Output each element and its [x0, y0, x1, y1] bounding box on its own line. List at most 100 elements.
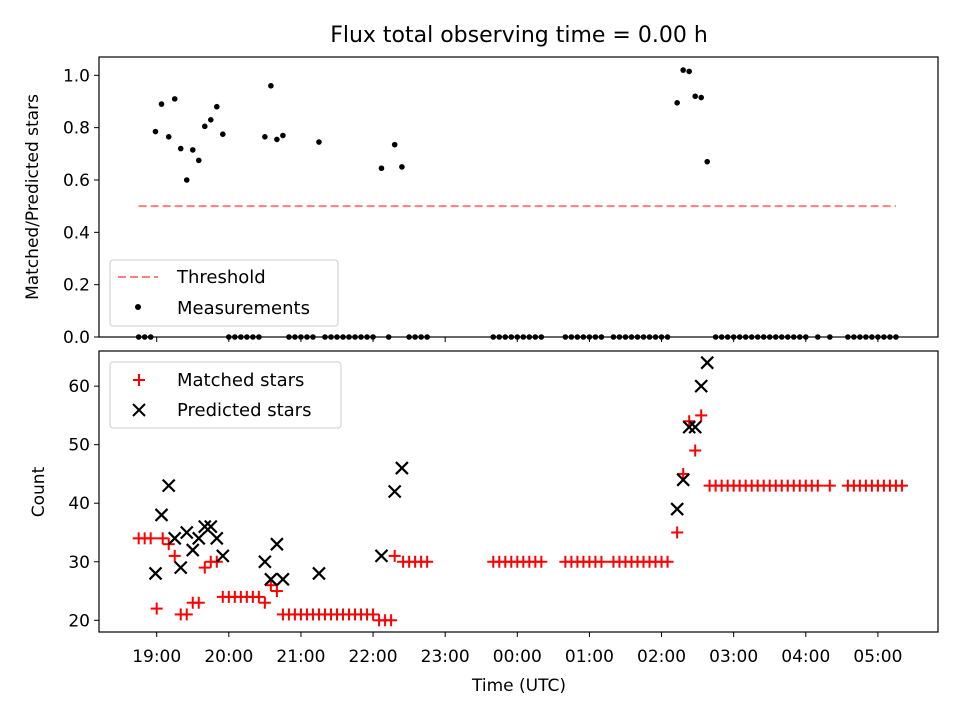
measurement-point	[634, 334, 641, 340]
measurement-point	[298, 334, 304, 340]
top-plot-area	[135, 67, 899, 340]
matched-legend-swatch	[133, 374, 145, 386]
measurement-point	[244, 334, 250, 340]
measurement-point	[592, 334, 599, 340]
x-tick-label: 00:00	[493, 647, 542, 667]
measurement-point	[406, 334, 412, 340]
measurement-point	[135, 334, 142, 340]
matched-star-point	[388, 549, 401, 562]
measurement-point	[189, 147, 196, 153]
measurement-point	[736, 334, 743, 340]
measurement-point	[772, 334, 779, 340]
measurement-point	[784, 334, 791, 340]
measurement-point	[141, 334, 148, 340]
predicted-star-point	[148, 566, 163, 581]
measurement-point	[514, 334, 521, 340]
measurement-point	[568, 334, 575, 340]
measurement-point	[778, 334, 785, 340]
measurement-point	[340, 334, 346, 340]
predicted-star-point	[204, 519, 218, 534]
x-tick-label: 03:00	[709, 647, 758, 667]
measurement-point	[640, 334, 647, 340]
matched-star-point	[270, 585, 283, 598]
x-axis-label: Time (UTC)	[471, 676, 566, 696]
x-tick-label: 04:00	[781, 647, 830, 667]
predicted-star-point	[276, 572, 290, 587]
matched-star-point	[264, 579, 277, 592]
predicted-star-point	[270, 537, 284, 551]
measurement-point	[532, 334, 539, 340]
measurement-point	[274, 136, 280, 143]
measurement-point	[262, 134, 268, 140]
predicted-star-point	[179, 525, 194, 540]
top-y-tick-label: 0.8	[63, 119, 90, 139]
measurement-point	[147, 334, 154, 340]
measurement-point	[760, 334, 767, 340]
bottom-y-tick-label: 50	[68, 436, 90, 456]
matched-star-point	[695, 409, 708, 422]
predicted-star-point	[210, 531, 224, 546]
measurement-point	[712, 334, 719, 340]
matched-star-point	[811, 479, 824, 492]
measurement-point	[674, 99, 680, 106]
measurement-point	[622, 334, 629, 340]
measurement-point	[598, 334, 605, 340]
threshold-legend-label: Threshold	[176, 267, 266, 288]
bottom-legend: Matched stars Predicted stars	[109, 361, 342, 429]
measurement-point	[250, 334, 256, 340]
predicted-star-point	[161, 478, 176, 493]
measurements-legend-label: Measurements	[177, 298, 310, 319]
measurement-point	[370, 334, 376, 340]
matched-star-point	[823, 479, 836, 492]
x-tick-label: 20:00	[204, 647, 253, 667]
measurement-point	[664, 334, 671, 340]
matched-star-point	[671, 526, 684, 539]
predicted-star-point	[197, 519, 212, 534]
top-legend-box	[109, 259, 339, 327]
predicted-star-point	[395, 461, 409, 475]
measurement-point	[328, 334, 334, 340]
measurement-point	[796, 334, 803, 340]
predicted-star-point	[264, 572, 278, 587]
x-tick-label: 01:00	[565, 647, 614, 667]
matched-star-point	[689, 444, 702, 457]
measurement-point	[385, 334, 392, 340]
measurement-point	[586, 334, 593, 340]
measurement-point	[718, 334, 725, 340]
x-tick-label: 23:00	[421, 647, 470, 667]
measurement-point	[177, 145, 184, 152]
predicted-star-point	[374, 549, 389, 563]
matched-star-point	[150, 602, 163, 615]
measurement-point	[724, 334, 731, 340]
measurement-point	[616, 334, 623, 340]
matched-star-point	[595, 555, 608, 568]
measurement-point	[358, 334, 364, 340]
matched-star-point	[180, 608, 193, 621]
predicted-star-point	[312, 566, 326, 581]
matched-star-point	[385, 614, 398, 627]
predicted-star-point	[387, 484, 402, 499]
measurement-point	[334, 334, 340, 340]
x-tick-label: 19:00	[132, 647, 181, 667]
measurement-point	[742, 334, 749, 340]
measurement-point	[322, 334, 328, 340]
matched-legend-label: Matched stars	[177, 370, 304, 391]
matched-star-point	[144, 532, 157, 545]
measurement-point	[802, 334, 809, 340]
measurement-point	[628, 334, 635, 340]
top-y-tick-label: 0.0	[63, 328, 90, 348]
x-tick-label: 02:00	[637, 647, 686, 667]
predicted-star-point	[688, 420, 702, 434]
measurement-point	[881, 334, 887, 340]
measurement-point	[286, 334, 292, 340]
predicted-legend-swatch	[132, 403, 146, 417]
matched-star-point	[535, 555, 548, 568]
bottom-y-ticks: 20 30 40 50 60	[68, 377, 99, 631]
measurement-point	[610, 334, 617, 340]
measurement-point	[490, 334, 497, 340]
measurement-point	[207, 117, 214, 123]
x-tick-label: 21:00	[276, 647, 325, 667]
measurement-point	[418, 334, 424, 340]
